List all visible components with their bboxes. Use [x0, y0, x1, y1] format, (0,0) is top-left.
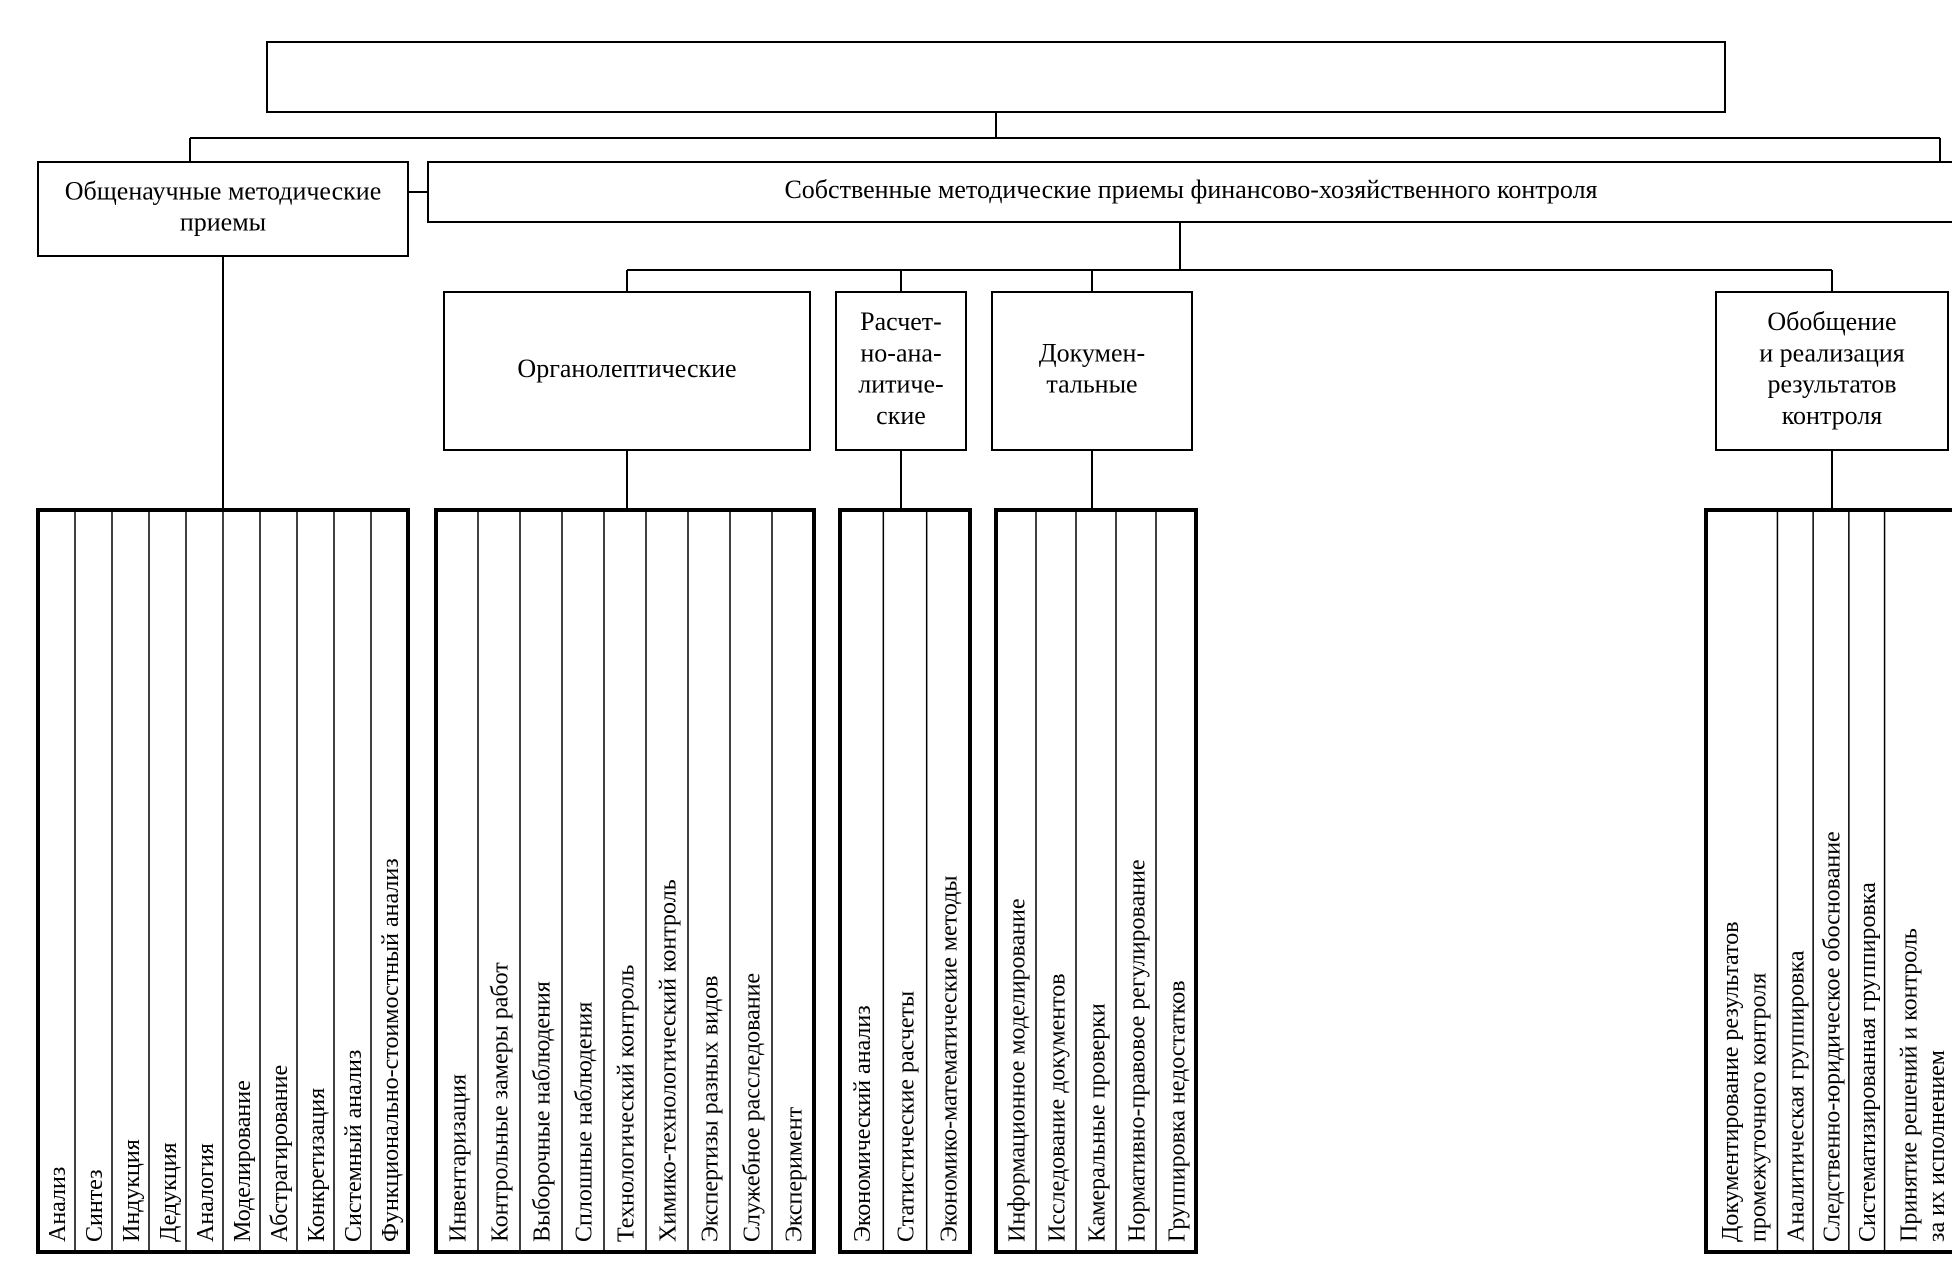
leaf-label: Эксперимент — [781, 1106, 807, 1242]
leaf-cell-doc-3: Нормативно-правовое регулирование — [1124, 859, 1150, 1242]
leaf-cell-organoleptic-3: Сплошные наблюдения — [571, 1002, 597, 1242]
leaf-cell-doc-0: Информационное моделирование — [1004, 898, 1030, 1242]
leaf-label: Конкретизация — [304, 1088, 330, 1242]
leaf-cell-general-5: Моделирование — [230, 1080, 256, 1242]
leaf-cell-calc-2: Экономико-математические методы — [937, 875, 963, 1242]
node-label-results-3: контроля — [1782, 401, 1883, 430]
leaf-label: за их исполнением — [1924, 1050, 1950, 1242]
leaf-label: Статистические расчеты — [893, 991, 919, 1242]
leaf-cell-calc-0: Экономический анализ — [850, 1005, 876, 1242]
leaf-label: промежуточного контроля — [1745, 973, 1771, 1242]
leaf-cell-organoleptic-0: Инвентаризация — [445, 1074, 471, 1242]
leaf-label: Экономико-математические методы — [937, 875, 963, 1242]
node-label-organoleptic-0: Органолептические — [517, 354, 736, 383]
leaf-label: Служебное расследование — [739, 973, 765, 1242]
node-label-calc-0: Расчет- — [860, 307, 942, 336]
leaf-cell-organoleptic-6: Экспертизы разных видов — [697, 976, 723, 1243]
leaf-label: Функционально-стоимостный анализ — [378, 858, 404, 1242]
leaf-label: Экономический анализ — [850, 1005, 876, 1242]
leaf-label: Выборочные наблюдения — [529, 981, 555, 1242]
leaf-label: Документирование результатов — [1718, 921, 1744, 1242]
leaf-cell-organoleptic-7: Служебное расследование — [739, 973, 765, 1242]
node-label-results-2: результатов — [1767, 370, 1896, 399]
leaf-cell-organoleptic-2: Выборочные наблюдения — [529, 981, 555, 1242]
leaf-cell-general-8: Системный анализ — [341, 1050, 367, 1242]
leaf-label: Аналитическая группировка — [1784, 950, 1810, 1242]
leaf-label: Синтез — [82, 1169, 108, 1242]
leaf-label: Анализ — [45, 1167, 71, 1242]
leaf-cell-general-6: Абстрагирование — [267, 1065, 293, 1242]
leaf-cell-doc-2: Камеральные проверки — [1084, 1003, 1110, 1242]
leaf-label: Исследование документов — [1044, 973, 1070, 1242]
leaf-label: Нормативно-правовое регулирование — [1124, 859, 1150, 1242]
leaf-label: Информационное моделирование — [1004, 898, 1030, 1242]
leaf-label: Моделирование — [230, 1080, 256, 1242]
leaf-label: Систематизированная группировка — [1855, 882, 1881, 1242]
leaf-label: Индукция — [119, 1139, 145, 1242]
leaf-label: Инвентаризация — [445, 1074, 471, 1242]
leaf-cell-general-2: Индукция — [119, 1139, 145, 1242]
leaf-label: Абстрагирование — [267, 1065, 293, 1242]
leaf-cell-results-3: Систематизированная группировка — [1855, 882, 1881, 1242]
node-label-results-1: и реализация — [1759, 338, 1905, 367]
leaf-label: Следственно-юридическое обоснование — [1819, 831, 1845, 1242]
node-label-general-0: Общенаучные методические — [65, 176, 382, 205]
leaf-cell-general-0: Анализ — [45, 1167, 71, 1242]
diagram-canvas: Общенаучные методические приемы Собственны… — [20, 20, 1952, 1268]
leaf-cell-results-2: Следственно-юридическое обоснование — [1819, 831, 1845, 1242]
leaf-cell-general-7: Конкретизация — [304, 1088, 330, 1242]
leaf-label: Группировка недостатков — [1164, 980, 1190, 1242]
node-label-calc-2: литиче- — [858, 370, 943, 399]
leaf-label: Камеральные проверки — [1084, 1003, 1110, 1242]
node-label-calc-1: но-ана- — [860, 338, 941, 367]
leaf-cell-general-1: Синтез — [82, 1169, 108, 1242]
leaf-label: Сплошные наблюдения — [571, 1002, 597, 1242]
leaf-label: Химико-технологический контроль — [655, 879, 681, 1242]
leaf-cell-doc-1: Исследование документов — [1044, 973, 1070, 1242]
node-label-general-1: приемы — [180, 208, 266, 237]
leaf-cell-calc-1: Статистические расчеты — [893, 991, 919, 1242]
node-label-doc-0: Докумен- — [1039, 338, 1145, 367]
leaf-label: Экспертизы разных видов — [697, 976, 723, 1243]
leaf-cell-general-9: Функционально-стоимостный анализ — [378, 858, 404, 1242]
leaf-cell-doc-4: Группировка недостатков — [1164, 980, 1190, 1242]
node-label-doc-1: тальные — [1046, 370, 1137, 399]
leaf-cell-organoleptic-4: Технологический контроль — [613, 965, 639, 1242]
leaf-label: Дедукция — [156, 1142, 182, 1242]
leaf-label: Контрольные замеры работ — [487, 962, 513, 1242]
leaf-label: Принятие решений и контроль — [1897, 928, 1923, 1242]
leaf-cell-organoleptic-8: Эксперимент — [781, 1106, 807, 1242]
leaf-cell-organoleptic-1: Контрольные замеры работ — [487, 962, 513, 1242]
node-label-calc-3: ские — [876, 401, 926, 430]
leaf-label: Аналогия — [193, 1143, 219, 1242]
node-label-results-0: Обобщение — [1767, 307, 1896, 336]
root-box — [267, 42, 1725, 112]
node-label-own-0: Собственные методические приемы финансов… — [784, 175, 1597, 204]
leaf-cell-general-3: Дедукция — [156, 1142, 182, 1242]
leaf-label: Технологический контроль — [613, 965, 639, 1242]
leaf-cell-results-1: Аналитическая группировка — [1784, 950, 1810, 1242]
leaf-cell-organoleptic-5: Химико-технологический контроль — [655, 879, 681, 1242]
leaf-cell-general-4: Аналогия — [193, 1143, 219, 1242]
leaf-label: Системный анализ — [341, 1050, 367, 1242]
